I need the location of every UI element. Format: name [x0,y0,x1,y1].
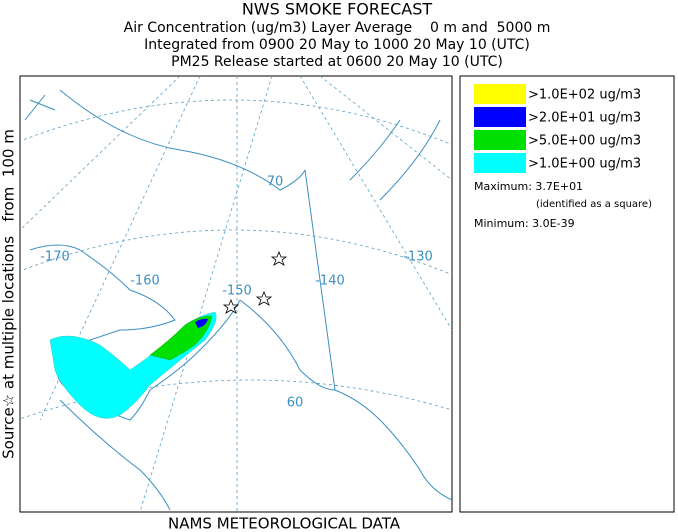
side-label: Source☆ at multiple locations from 100 m [0,129,18,459]
maximum: Maximum: 3.7E+01 [474,180,583,193]
legend-swatch [474,153,526,173]
graticule-label: -170 [40,250,70,265]
legend-label: >5.0E+00 ug/m3 [528,134,641,149]
minimum: Minimum: 3.0E-39 [474,217,575,230]
source-markers [222,250,288,314]
title: NWS SMOKE FORECAST [242,0,433,19]
subtitle: Air Concentration (ug/m3) Layer Average … [124,20,551,36]
coastline [24,89,452,511]
graticule [20,76,452,512]
legend-swatch [474,107,526,127]
graticule-label: 60 [287,396,304,411]
legend-label: >2.0E+01 ug/m3 [528,111,641,126]
subtitle: PM25 Release started at 0600 20 May 10 (… [171,54,503,70]
graticule-label: 70 [267,175,284,190]
legend-swatch [474,130,526,150]
maximum-note: (identified as a square) [536,199,652,210]
legend-swatch [474,84,526,104]
legend-label: >1.0E+00 ug/m3 [528,157,641,172]
legend-label: >1.0E+02 ug/m3 [528,88,641,103]
graticule-label: -140 [315,274,345,289]
subtitle: Integrated from 0900 20 May to 1000 20 M… [144,37,530,53]
footer: NAMS METEOROLOGICAL DATA [168,515,401,532]
graticule-label: -130 [403,250,433,265]
graticule-label: -150 [222,284,252,299]
graticule-label: -160 [130,274,160,289]
map-frame [19,75,453,513]
smoke-plume [49,311,217,419]
map: -170 -160 -150 -140 -130 70 60 [19,75,453,513]
